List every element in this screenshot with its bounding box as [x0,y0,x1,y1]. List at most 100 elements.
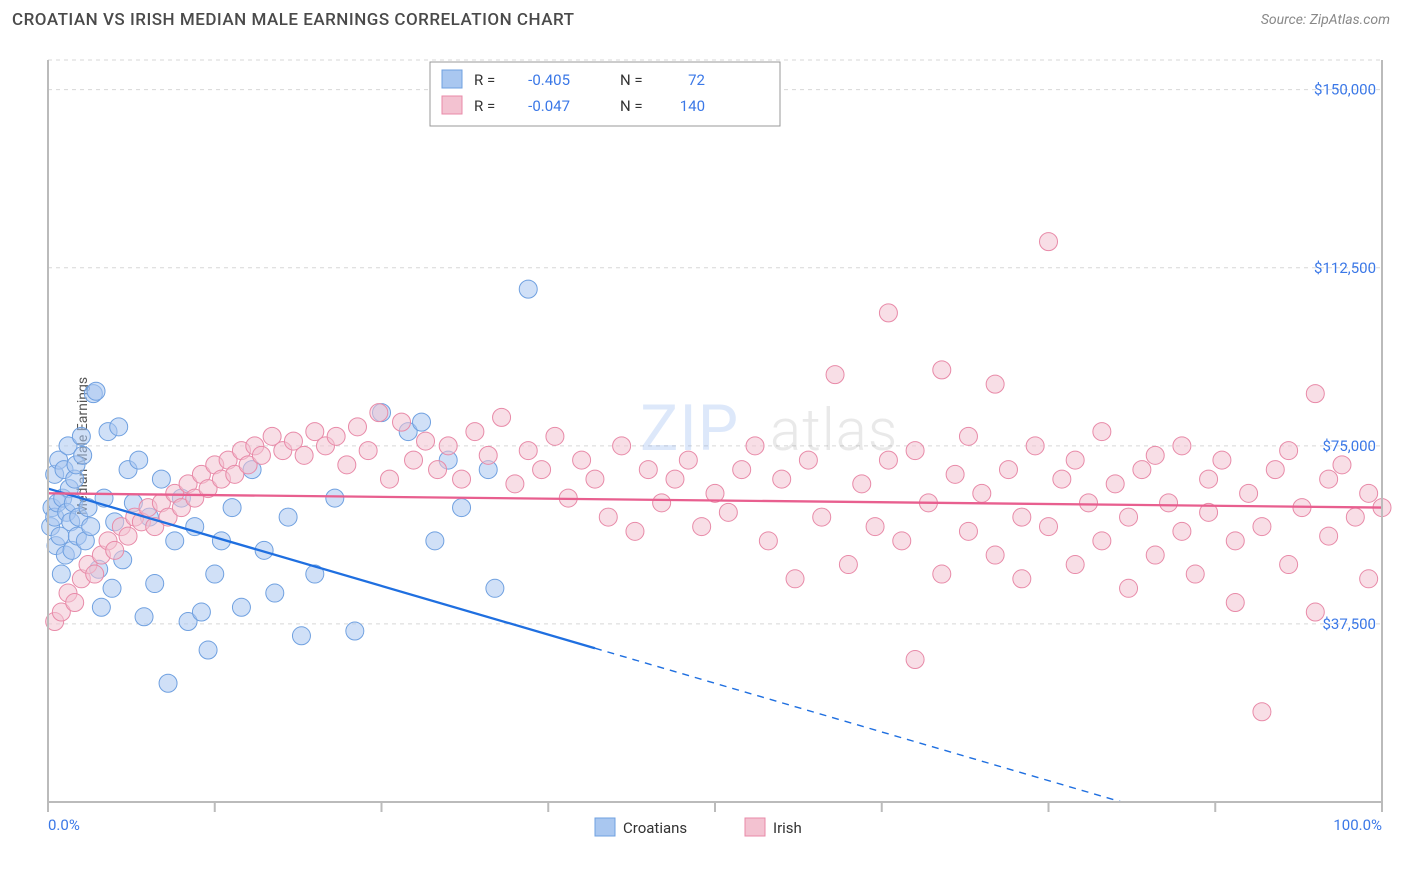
scatter-point [359,442,377,460]
legend-swatch [745,818,765,836]
scatter-point [959,427,977,445]
legend-r-value: -0.405 [528,71,570,89]
scatter-point [1173,522,1191,540]
scatter-point [613,437,631,455]
scatter-point [1280,556,1298,574]
scatter-point [159,674,177,692]
scatter-point [52,565,70,583]
y-tick-label: $37,500 [1322,615,1376,633]
scatter-point [533,461,551,479]
scatter-point [439,437,457,455]
scatter-point [152,470,170,488]
y-tick-label: $112,500 [1314,259,1376,277]
scatter-point [599,508,617,526]
legend-swatch [442,70,462,88]
scatter-point [326,489,344,507]
scatter-point [405,451,423,469]
scatter-point [719,503,737,521]
scatter-point [92,598,110,616]
scatter-point [759,532,777,550]
scatter-point [693,518,711,536]
legend-n-value: 140 [680,97,705,115]
scatter-point [946,465,964,483]
scatter-point [87,382,105,400]
scatter-point [110,418,128,436]
scatter-point [1226,532,1244,550]
scatter-point [1053,470,1071,488]
scatter-point [1120,508,1138,526]
legend-series-label: Irish [773,819,802,837]
scatter-point [417,432,435,450]
scatter-point [1093,532,1111,550]
scatter-point [786,570,804,588]
scatter-point [746,437,764,455]
scatter-point [338,456,356,474]
scatter-point [1213,451,1231,469]
scatter-point [453,499,471,517]
legend-r-label: R = [474,97,495,115]
scatter-point [1266,461,1284,479]
scatter-point [1346,508,1364,526]
scatter-point [295,446,313,464]
scatter-point [1133,461,1151,479]
scatter-point [466,423,484,441]
scatter-point [135,608,153,626]
scatter-point [1240,484,1258,502]
scatter-point [1320,470,1338,488]
scatter-point [413,413,431,431]
scatter-point [1173,437,1191,455]
scatter-point [1160,494,1178,512]
watermark-atlas: atlas [770,397,898,465]
scatter-point [453,470,471,488]
scatter-point [586,470,604,488]
scatter-point [1200,470,1218,488]
scatter-point [893,532,911,550]
scatter-point [1013,570,1031,588]
scatter-point [1253,703,1271,721]
legend-swatch [442,96,462,114]
scatter-point [1320,527,1338,545]
legend-series-label: Croatians [623,819,687,837]
scatter-point [119,527,137,545]
y-tick-label: $75,000 [1322,437,1376,455]
scatter-point [666,470,684,488]
watermark-zip: ZIP [640,391,739,466]
scatter-point [252,446,270,464]
scatter-point [1360,484,1378,502]
legend-r-value: -0.047 [528,97,570,115]
scatter-point [1120,579,1138,597]
scatter-point [66,594,84,612]
scatter-point [986,375,1004,393]
scatter-point [866,518,884,536]
scatter-point [1026,437,1044,455]
scatter-point [626,522,644,540]
scatter-point [1280,442,1298,460]
scatter-point [82,518,100,536]
legend-n-label: N = [620,71,643,89]
scatter-point [1146,546,1164,564]
scatter-point [853,475,871,493]
trend-line-extrapolated [595,648,1122,802]
scatter-point [999,461,1017,479]
scatter-point [1306,385,1324,403]
scatter-point [973,484,991,502]
scatter-point [130,451,148,469]
scatter-point [146,575,164,593]
legend-swatch [595,818,615,836]
scatter-point [426,532,444,550]
scatter-point [1040,518,1058,536]
scatter-point [906,651,924,669]
scatter-point [879,304,897,322]
scatter-point [1333,456,1351,474]
scatter-point [959,522,977,540]
scatter-point [773,470,791,488]
scatter-point [106,541,124,559]
scatter-point [573,451,591,469]
scatter-point [206,565,224,583]
scatter-point [86,565,104,583]
x-tick-label: 100.0% [1333,816,1382,834]
scatter-point [166,532,184,550]
scatter-point [1066,556,1084,574]
x-tick-label: 0.0% [48,816,80,834]
scatter-point [519,442,537,460]
